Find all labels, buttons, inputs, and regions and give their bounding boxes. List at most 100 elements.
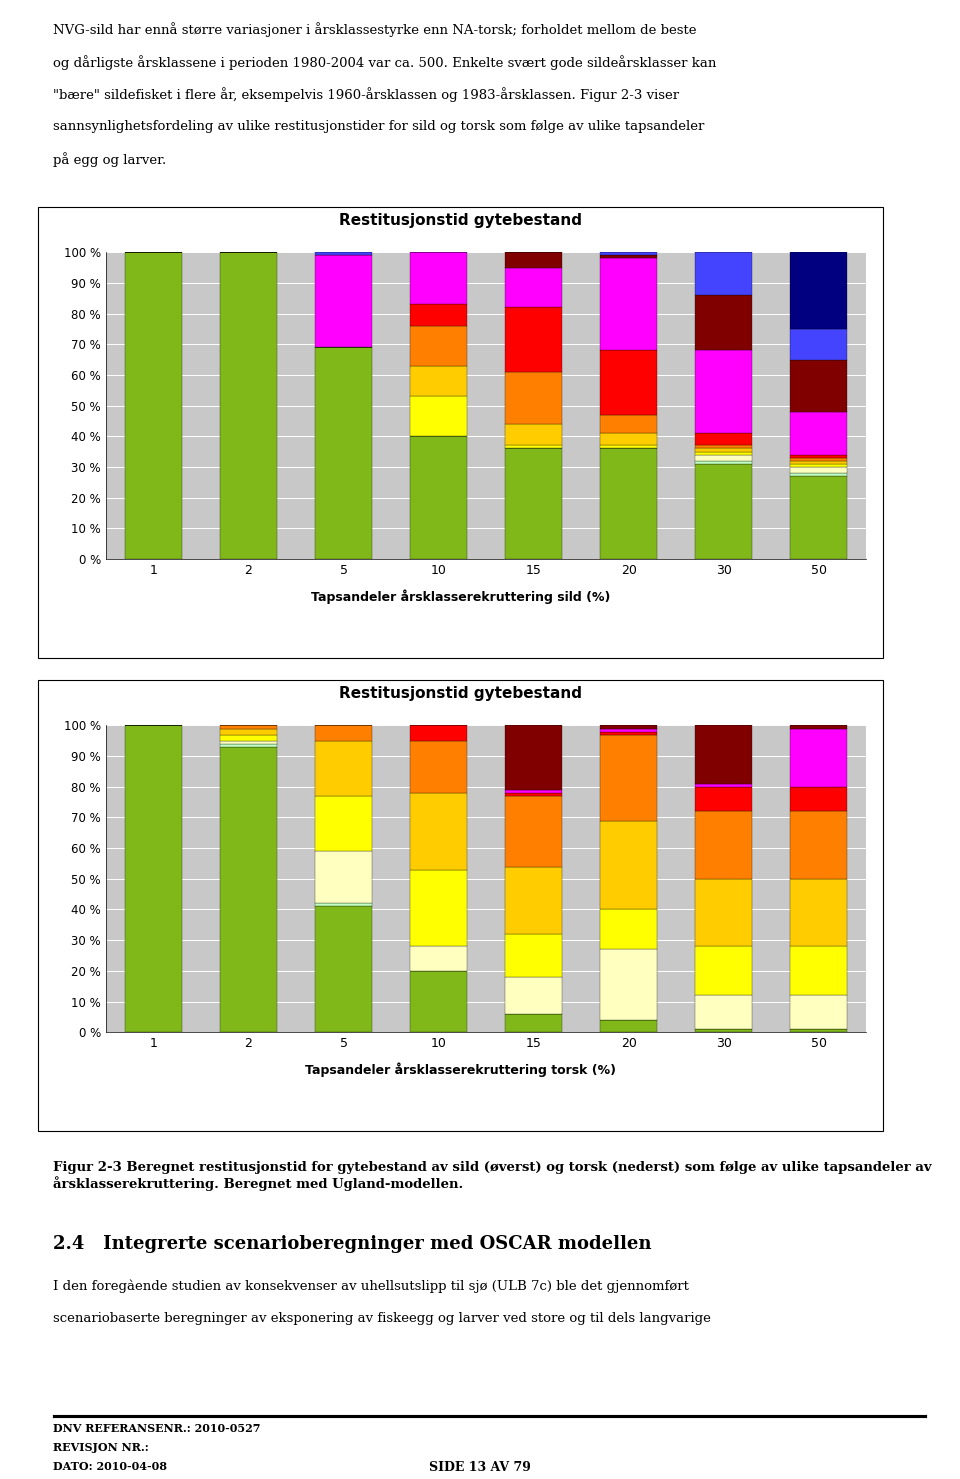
Bar — [600, 256, 658, 259]
Bar — [315, 256, 372, 348]
Bar — [790, 726, 848, 729]
Text: SIDE 13 AV 79: SIDE 13 AV 79 — [429, 1461, 531, 1475]
Bar — [600, 351, 658, 414]
Bar — [410, 325, 468, 365]
Bar — [790, 879, 848, 947]
Bar — [315, 251, 372, 256]
Bar — [695, 433, 753, 445]
Text: Tapsandeler årsklasserekruttering torsk (%): Tapsandeler årsklasserekruttering torsk … — [305, 1062, 616, 1077]
Bar — [220, 744, 277, 747]
Bar — [315, 904, 372, 907]
Text: "bære" sildefisket i flere år, eksempelvis 1960-årsklassen og 1983-årsklassen. F: "bære" sildefisket i flere år, eksempelv… — [53, 87, 679, 102]
Text: Figur 2-3 Beregnet restitusjonstid for gytebestand av sild (øverst) og torsk (ne: Figur 2-3 Beregnet restitusjonstid for g… — [53, 1161, 931, 1191]
Bar — [220, 735, 277, 741]
Bar — [695, 461, 753, 464]
Bar — [790, 454, 848, 457]
Bar — [505, 424, 563, 445]
Bar — [790, 729, 848, 787]
Bar — [600, 950, 658, 1021]
Bar — [600, 732, 658, 735]
Bar — [505, 308, 563, 371]
Bar — [505, 867, 563, 935]
Bar — [505, 978, 563, 1013]
Bar — [790, 812, 848, 879]
Bar — [600, 821, 658, 910]
Bar — [695, 947, 753, 995]
Bar — [410, 396, 468, 436]
Bar — [790, 464, 848, 467]
Text: Tapsandeler årsklasserekruttering sild (%): Tapsandeler årsklasserekruttering sild (… — [311, 589, 611, 603]
Bar — [315, 741, 372, 796]
Bar — [505, 1013, 563, 1032]
Bar — [505, 371, 563, 424]
Bar — [790, 995, 848, 1029]
Bar — [600, 1021, 658, 1032]
Bar — [600, 729, 658, 732]
Text: Restitusjonstid gytebestand: Restitusjonstid gytebestand — [339, 686, 583, 701]
Bar — [505, 796, 563, 867]
Bar — [410, 793, 468, 870]
Bar — [790, 947, 848, 995]
Bar — [790, 467, 848, 473]
Bar — [410, 365, 468, 396]
Bar — [695, 812, 753, 879]
Bar — [315, 348, 372, 559]
Bar — [600, 726, 658, 729]
Bar — [695, 1029, 753, 1032]
Legend: < 2, 3, 4, 5, 6, 7, 8, 9, 10, 11, 12 år: < 2, 3, 4, 5, 6, 7, 8, 9, 10, 11, 12 år — [319, 629, 603, 646]
Bar — [600, 735, 658, 821]
Bar — [790, 359, 848, 411]
Text: I den foregàende studien av konsekvenser av uhellsutslipp til sjø (ULB 7c) ble : I den foregàende studien av konsekvense… — [53, 1279, 688, 1293]
Text: DNV REFERANSENR.: 2010-0527: DNV REFERANSENR.: 2010-0527 — [53, 1423, 260, 1433]
Bar — [410, 970, 468, 1032]
Bar — [220, 747, 277, 1032]
Bar — [600, 910, 658, 950]
Bar — [505, 251, 563, 268]
Legend: < 2, 3, 4, 5, 6, 7, 8, 9, 10, 11 år: < 2, 3, 4, 5, 6, 7, 8, 9, 10, 11 år — [332, 1102, 589, 1120]
Bar — [790, 476, 848, 559]
Bar — [125, 726, 182, 1032]
Bar — [220, 726, 277, 729]
Bar — [695, 879, 753, 947]
Bar — [505, 268, 563, 308]
Bar — [505, 448, 563, 559]
Bar — [410, 305, 468, 325]
Text: sannsynlighetsfordeling av ulike restitusjonstider for sild og torsk som følge a: sannsynlighetsfordeling av ulike restitu… — [53, 120, 705, 133]
Bar — [695, 454, 753, 461]
Bar — [790, 473, 848, 476]
Text: på egg og larver.: på egg og larver. — [53, 152, 166, 167]
Bar — [410, 870, 468, 947]
Bar — [220, 729, 277, 735]
Bar — [315, 852, 372, 904]
Text: og dårligste årsklassene i perioden 1980-2004 var ca. 500. Enkelte svært gode si: og dårligste årsklassene i perioden 1980… — [53, 55, 716, 70]
Bar — [600, 251, 658, 256]
Bar — [695, 451, 753, 454]
Text: Restitusjonstid gytebestand: Restitusjonstid gytebestand — [339, 213, 583, 228]
Bar — [410, 726, 468, 741]
Bar — [790, 251, 848, 328]
Bar — [505, 793, 563, 796]
Bar — [695, 726, 753, 784]
Bar — [790, 787, 848, 812]
Bar — [315, 907, 372, 1032]
Bar — [695, 296, 753, 351]
Text: 2.4   Integrerte scenarioberegninger med OSCAR modellen: 2.4 Integrerte scenarioberegninger med O… — [53, 1235, 651, 1253]
Bar — [505, 726, 563, 790]
Bar — [790, 328, 848, 359]
Bar — [315, 796, 372, 852]
Bar — [125, 251, 182, 559]
Text: DATO: 2010-04-08: DATO: 2010-04-08 — [53, 1461, 167, 1472]
Bar — [695, 995, 753, 1029]
Bar — [695, 251, 753, 296]
Bar — [600, 259, 658, 351]
Bar — [220, 741, 277, 744]
Bar — [695, 464, 753, 559]
Bar — [600, 414, 658, 433]
Bar — [695, 784, 753, 787]
Bar — [410, 741, 468, 793]
Bar — [790, 1029, 848, 1032]
Bar — [410, 436, 468, 559]
Bar — [505, 935, 563, 978]
Text: scenariobaserte beregninger av eksponering av fiskeegg og larver ved store og ti: scenariobaserte beregninger av eksponeri… — [53, 1312, 710, 1325]
Bar — [790, 461, 848, 464]
